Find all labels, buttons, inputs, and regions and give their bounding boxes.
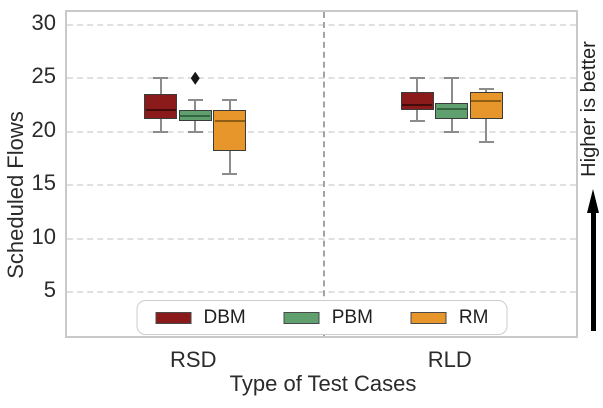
box-PBM-RLD bbox=[435, 102, 469, 119]
whisker-cap-top-DBM-RLD bbox=[409, 77, 425, 80]
gridline-y25 bbox=[67, 77, 576, 80]
whisker-cap-bottom-RM-RLD bbox=[478, 141, 494, 144]
box-RM-RSD bbox=[213, 110, 247, 151]
legend-swatch-RM bbox=[410, 311, 447, 324]
gridline-y15 bbox=[67, 184, 576, 187]
higher-is-better-label: Higher is better bbox=[578, 41, 600, 177]
whisker-cap-top-RM-RLD bbox=[478, 87, 494, 90]
y-tick-label-20: 20 bbox=[31, 116, 56, 142]
median-PBM-RSD bbox=[180, 114, 211, 117]
up-arrow-shaft bbox=[591, 212, 596, 331]
median-RM-RLD bbox=[471, 99, 502, 102]
whisker-cap-top-RM-RSD bbox=[222, 98, 238, 101]
legend-swatch-PBM bbox=[283, 311, 320, 324]
whisker-cap-top-PBM-RSD bbox=[187, 98, 203, 101]
gridline-y10 bbox=[67, 237, 576, 240]
y-tick-label-10: 10 bbox=[31, 223, 56, 249]
median-DBM-RLD bbox=[402, 103, 433, 106]
x-axis-label: Type of Test Cases bbox=[229, 371, 417, 396]
box-DBM-RSD bbox=[144, 94, 178, 119]
legend-swatch-DBM bbox=[155, 311, 192, 324]
y-tick-label-5: 5 bbox=[43, 276, 56, 302]
whisker-cap-bottom-PBM-RLD bbox=[444, 130, 460, 133]
y-tick-label-30: 30 bbox=[31, 9, 56, 35]
legend-item-PBM: PBM bbox=[283, 307, 373, 328]
outlier-diamond-PBM-RSD-0 bbox=[190, 71, 200, 85]
legend: DBM PBM RM bbox=[136, 300, 508, 335]
x-tick-label-RLD: RLD bbox=[427, 347, 472, 372]
legend-label-RM: RM bbox=[458, 307, 489, 328]
whisker-cap-top-DBM-RSD bbox=[153, 77, 169, 80]
plot-area bbox=[65, 10, 578, 338]
y-tick-label-25: 25 bbox=[31, 63, 56, 89]
legend-item-DBM: DBM bbox=[155, 307, 246, 328]
median-RM-RSD bbox=[214, 119, 245, 122]
x-tick-label-RSD: RSD bbox=[170, 347, 217, 372]
median-DBM-RSD bbox=[145, 109, 176, 112]
legend-item-RM: RM bbox=[410, 307, 489, 328]
legend-label-PBM: PBM bbox=[331, 307, 373, 328]
category-separator bbox=[322, 12, 325, 336]
gridline-y5 bbox=[67, 290, 576, 293]
median-PBM-RLD bbox=[436, 108, 467, 111]
legend-label-DBM: DBM bbox=[203, 307, 246, 328]
whisker-cap-bottom-RM-RSD bbox=[222, 173, 238, 176]
whisker-cap-bottom-DBM-RLD bbox=[409, 119, 425, 122]
whisker-cap-bottom-PBM-RSD bbox=[187, 130, 203, 133]
gridline-y20 bbox=[67, 130, 576, 133]
box-RM-RLD bbox=[469, 92, 503, 119]
whisker-cap-top-PBM-RLD bbox=[444, 77, 460, 80]
gridline-y30 bbox=[67, 23, 576, 26]
whisker-cap-bottom-DBM-RSD bbox=[153, 130, 169, 133]
box-DBM-RLD bbox=[400, 92, 434, 111]
y-tick-label-15: 15 bbox=[31, 170, 56, 196]
up-arrow-icon bbox=[587, 189, 599, 213]
